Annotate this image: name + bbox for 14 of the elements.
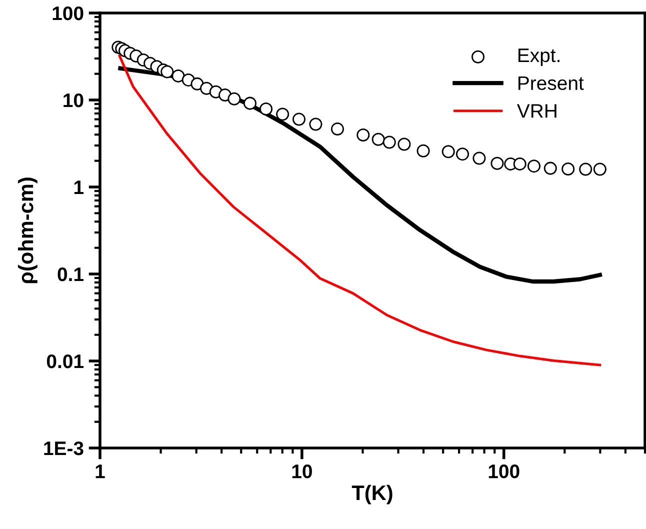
y-tick-label: 1E-3 (44, 441, 84, 456)
legend-label: VRH (516, 104, 556, 118)
legend-label: Expt. (518, 48, 560, 66)
x-tick-label: 1 (96, 464, 105, 478)
y-tick-label: 0.1 (58, 267, 84, 282)
y-axis-title: ρ(ohm-cm) (18, 178, 38, 284)
y-tick-label: 100 (52, 6, 84, 20)
y-tick-label: 10 (64, 93, 84, 108)
y-tick-label: 0.01 (46, 354, 84, 368)
y-tick-label: 1 (74, 180, 84, 194)
x-tick-label: 100 (488, 464, 520, 478)
x-axis-title: T(K) (352, 484, 392, 504)
legend-label: Present (518, 76, 584, 90)
x-tick-label: 10 (292, 464, 312, 478)
